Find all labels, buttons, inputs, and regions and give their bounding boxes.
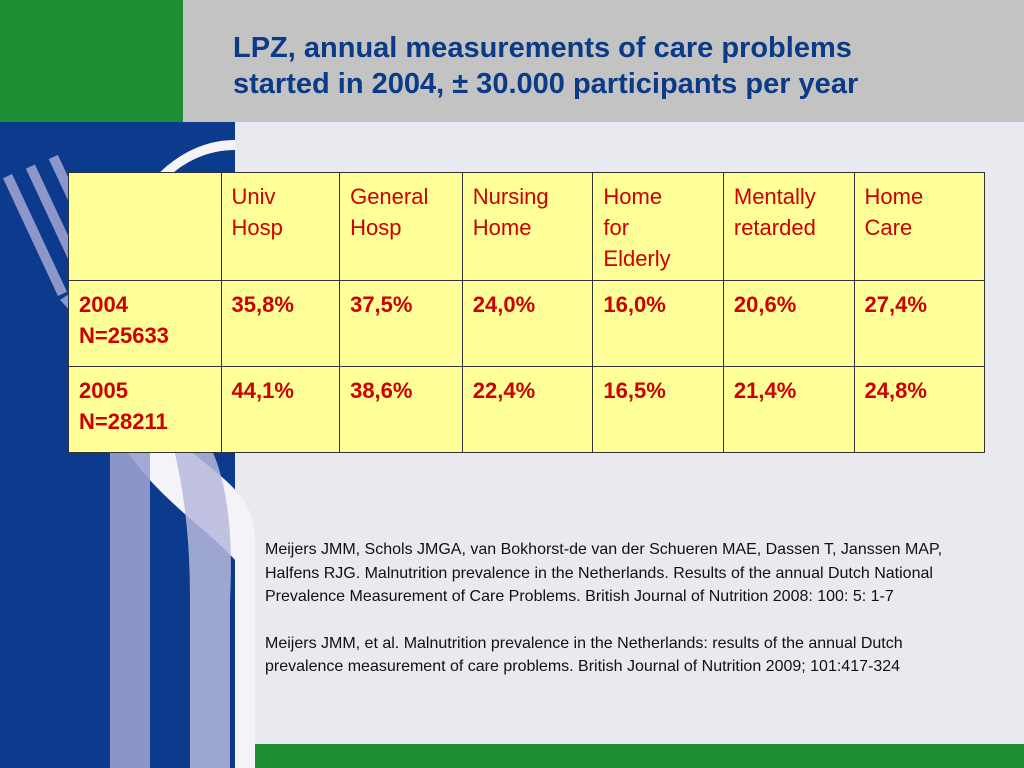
header-text: General xyxy=(350,184,429,209)
table-cell: 27,4% xyxy=(853,280,986,367)
reference-item: Meijers JMM, et al. Malnutrition prevale… xyxy=(265,634,903,676)
header-cell-empty xyxy=(68,172,222,281)
header-cell-mentally-retarded: Mentally retarded xyxy=(722,172,855,281)
knife-icon xyxy=(160,400,231,768)
table-cell: 35,8% xyxy=(220,280,341,367)
table-cell: 20,6% xyxy=(722,280,855,367)
row-sample-size: N=28211 xyxy=(79,409,168,434)
header-cell-home-care: Home Care xyxy=(853,172,986,281)
table-cell: 16,0% xyxy=(592,280,724,367)
header-cell-general-hosp: General Hosp xyxy=(339,172,463,281)
header-cell-home-for-elderly: Home for Elderly xyxy=(592,172,724,281)
top-left-green-block xyxy=(0,0,183,122)
header-text: Home xyxy=(864,184,924,209)
row-label-cell: 2004 N=25633 xyxy=(68,280,222,367)
header-text: Univ xyxy=(231,184,276,209)
table-cell: 38,6% xyxy=(339,366,463,453)
row-label-cell: 2005 N=28211 xyxy=(68,366,222,453)
slide-title: LPZ, annual measurements of care problem… xyxy=(233,30,1003,102)
header-text: retarded xyxy=(733,215,816,240)
header-cell-univ-hosp: Univ Hosp xyxy=(220,172,341,281)
bottom-green-strip xyxy=(235,744,1024,768)
table-cell: 44,1% xyxy=(220,366,341,453)
header-text: Hosp xyxy=(350,215,402,240)
top-gray-band xyxy=(183,0,1024,122)
prevalence-table: Univ Hosp General Hosp Nursing Home Home… xyxy=(68,172,986,453)
header-text: Elderly xyxy=(603,246,671,271)
header-text: Nursing xyxy=(472,184,549,209)
table-row: 2005 N=28211 44,1% 38,6% 22,4% 16,5% 21,… xyxy=(68,366,986,453)
table-row: 2004 N=25633 35,8% 37,5% 24,0% 16,0% 20,… xyxy=(68,280,986,367)
table-cell: 24,8% xyxy=(853,366,986,453)
row-year: 2004 xyxy=(79,292,128,317)
header-text: Mentally xyxy=(733,184,816,209)
header-text: Care xyxy=(864,215,913,240)
title-line: started in 2004, ± 30.000 participants p… xyxy=(233,68,859,100)
table-cell: 37,5% xyxy=(339,280,463,367)
header-text: Home xyxy=(472,215,532,240)
header-text: for xyxy=(603,215,630,240)
table-cell: 16,5% xyxy=(592,366,724,453)
table-cell: 21,4% xyxy=(722,366,855,453)
header-text: Home xyxy=(603,184,663,209)
row-sample-size: N=25633 xyxy=(79,323,169,348)
title-line: LPZ, annual measurements of care problem… xyxy=(233,32,852,64)
row-year: 2005 xyxy=(79,378,128,403)
reference-item: Meijers JMM, Schols JMGA, van Bokhorst-d… xyxy=(265,541,943,605)
table-cell: 22,4% xyxy=(461,366,594,453)
table-cell: 24,0% xyxy=(461,280,594,367)
references: Meijers JMM, Schols JMGA, van Bokhorst-d… xyxy=(265,538,985,702)
header-cell-nursing-home: Nursing Home xyxy=(461,172,594,281)
table-header-row: Univ Hosp General Hosp Nursing Home Home… xyxy=(68,172,986,281)
header-text: Hosp xyxy=(231,215,283,240)
